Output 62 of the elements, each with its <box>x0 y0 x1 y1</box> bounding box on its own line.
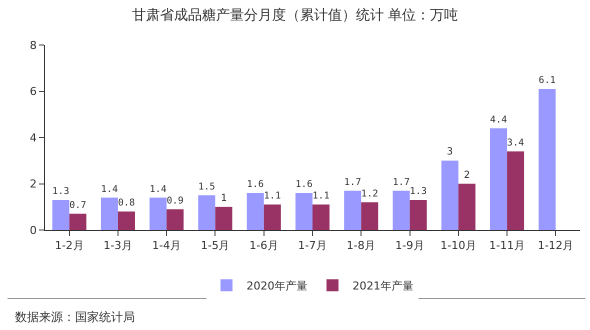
bar <box>198 195 216 230</box>
y-tick-label: 0 <box>30 224 37 237</box>
bar <box>166 209 184 230</box>
data-label: 3.4 <box>507 138 524 149</box>
chart-title: 甘肃省成品糖产量分月度（累计值）统计 单位：万吨 <box>132 8 458 24</box>
x-tick-label: 1-3月 <box>103 239 132 252</box>
bar <box>392 190 410 230</box>
x-tick-label: 1-11月 <box>489 239 526 252</box>
bar <box>100 198 118 230</box>
y-tick-label: 2 <box>30 178 37 191</box>
y-tick-label: 8 <box>30 38 37 52</box>
x-tick-label: 1-10月 <box>440 239 476 252</box>
bar <box>215 206 232 230</box>
data-label: 1 <box>220 192 227 204</box>
bar <box>458 184 476 230</box>
data-label: 1.1 <box>312 190 330 202</box>
data-label: 1.2 <box>361 188 378 200</box>
data-label: 1.4 <box>100 184 118 195</box>
data-label: 1.6 <box>295 179 313 190</box>
data-label: 3 <box>446 146 453 158</box>
data-label: 0.9 <box>166 195 184 206</box>
bar <box>507 151 524 230</box>
data-label: 1.3 <box>52 186 70 198</box>
legend-label: 2021年产量 <box>352 279 414 292</box>
x-tick-label: 1-6月 <box>249 239 278 252</box>
y-tick-label: 6 <box>30 85 37 98</box>
data-label: 1.7 <box>392 176 410 188</box>
data-label: 4.4 <box>490 114 508 126</box>
x-tick-label: 1-12月 <box>538 239 574 252</box>
bar <box>295 193 312 230</box>
bar <box>150 198 167 230</box>
bar <box>246 193 264 230</box>
bar <box>69 214 86 230</box>
bar <box>361 202 378 230</box>
bar <box>441 160 458 230</box>
data-label: 1.6 <box>246 179 264 190</box>
bar <box>312 204 330 230</box>
x-tick-label: 1-5月 <box>200 239 230 252</box>
data-label: 6.1 <box>538 75 556 86</box>
data-label: 2 <box>464 170 470 181</box>
x-tick-label: 1-2月 <box>54 239 84 252</box>
data-label: 1.5 <box>198 181 216 192</box>
bar <box>490 128 508 230</box>
x-tick-label: 1-4月 <box>152 239 182 252</box>
y-tick-label: 4 <box>30 131 37 144</box>
legend-label: 2020年产量 <box>246 279 308 292</box>
x-tick-label: 1-9月 <box>395 239 424 252</box>
data-label: 0.7 <box>69 200 86 211</box>
bar <box>344 190 362 230</box>
data-label: 0.8 <box>118 198 136 209</box>
bar <box>410 200 427 230</box>
data-label: 1.7 <box>344 176 362 188</box>
x-tick-label: 1-8月 <box>346 239 376 252</box>
data-label: 1.1 <box>264 190 282 202</box>
data-label: 1.3 <box>410 186 427 198</box>
bar <box>52 200 70 230</box>
source-note: 数据来源：国家统计局 <box>15 310 135 324</box>
data-label: 1.4 <box>150 184 167 195</box>
bar <box>118 212 135 230</box>
bar <box>264 204 281 230</box>
bar <box>538 88 556 230</box>
x-tick-label: 1-7月 <box>298 239 327 252</box>
